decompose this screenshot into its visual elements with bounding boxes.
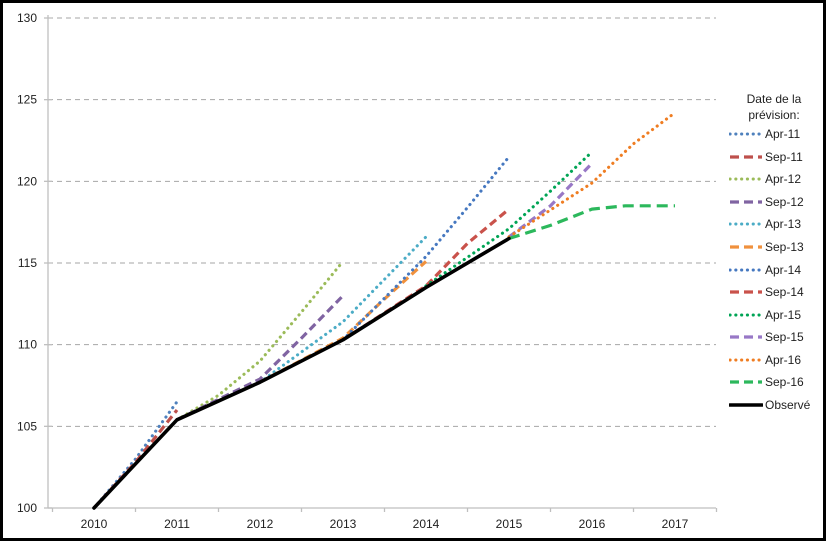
legend-title-line2: prévision:: [748, 108, 800, 122]
legend-label-apr-14: Apr-14: [765, 262, 802, 277]
x-tick-label-2015: 2015: [496, 517, 523, 531]
legend-item-apr-11: Apr-11: [729, 123, 823, 146]
y-tick-label-125: 125: [17, 93, 37, 107]
legend-swatch-apr-15: [729, 313, 763, 317]
legend-swatch-sep-16: [730, 380, 762, 384]
legend-label-sep-13: Sep-13: [765, 240, 804, 254]
y-tick-label-110: 110: [18, 338, 37, 352]
legend-label-sep-12: Sep-12: [765, 194, 804, 209]
legend-swatch-apr-11: [729, 132, 763, 136]
series-line-sep-11: [92, 409, 179, 510]
legend-swatch-sep-11: [730, 155, 762, 159]
legend-item-sep-12: Sep-12: [729, 191, 823, 214]
legend: Date de la prévision: Apr-11 Sep-11 Apr-12…: [729, 91, 823, 417]
series-line-sep-16: [508, 204, 675, 241]
legend-label-sep-16: Sep-16: [765, 375, 804, 390]
legend-item-sep-15: Sep-15: [729, 326, 823, 349]
y-tick-label-100: 100: [17, 501, 37, 515]
legend-label-observ-: Observé: [765, 397, 811, 412]
legend-item-sep-14: Sep-14: [729, 281, 823, 304]
y-tick-label-115: 115: [18, 256, 37, 270]
series-line-sep-14: [342, 207, 511, 342]
x-tick-label-2010: 2010: [81, 517, 108, 531]
series-line-apr-16: [507, 111, 677, 239]
legend-item-observ-: Observé: [729, 394, 823, 417]
x-tick-label-2012: 2012: [247, 517, 274, 531]
legend-title-line1: Date de la: [746, 92, 802, 106]
series-line-apr-15: [424, 150, 594, 288]
legend-swatch-sep-13: [730, 245, 762, 249]
legend-label-apr-15: Apr-15: [765, 307, 802, 322]
legend-label-sep-14: Sep-14: [765, 285, 804, 300]
legend-label-apr-12: Apr-12: [765, 172, 802, 187]
legend-item-sep-13: Sep-13: [729, 236, 823, 259]
series-line-apr-12: [175, 259, 345, 422]
y-tick-label-120: 120: [17, 174, 37, 188]
legend-label-apr-13: Apr-13: [765, 217, 802, 232]
chart-plot-area: 100 105 110 115 120 125 130 2010 2011 2012 2013 201…: [17, 11, 718, 531]
legend-label-apr-16: Apr-16: [765, 352, 802, 367]
legend-item-apr-12: Apr-12: [729, 168, 823, 191]
legend-swatch-apr-16: [729, 358, 763, 362]
series-line-sep-13: [259, 260, 428, 384]
legend-label-sep-11: Sep-11: [765, 149, 803, 164]
legend-swatch-apr-13: [729, 222, 763, 227]
x-tick-label-2013: 2013: [330, 517, 357, 531]
legend-label-apr-11: Apr-11: [765, 127, 801, 142]
series-line-observ-: [92, 236, 511, 510]
series-line-apr-13: [258, 235, 428, 384]
legend-item-sep-16: Sep-16: [729, 371, 823, 394]
legend-label-sep-15: Sep-15: [765, 330, 804, 345]
legend-item-apr-13: Apr-13: [729, 213, 823, 236]
series-line-apr-14: [341, 155, 511, 342]
x-tick-label-2014: 2014: [413, 517, 440, 531]
legend-item-list: Apr-11 Sep-11 Apr-12 Sep-12 Apr-13 Sep-13 Apr-…: [729, 123, 823, 417]
legend-swatch-apr-14: [729, 267, 763, 272]
legend-item-apr-16: Apr-16: [729, 348, 823, 371]
x-tick-label-2016: 2016: [579, 517, 606, 531]
series-line-apr-11: [92, 400, 179, 510]
legend-item-sep-11: Sep-11: [729, 146, 823, 169]
legend-swatch-observ-: [729, 403, 763, 407]
legend-swatch-sep-12: [730, 200, 762, 204]
legend-swatch-sep-15: [730, 335, 762, 339]
legend-swatch-apr-12: [729, 177, 763, 181]
series-line-sep-12: [176, 294, 345, 422]
legend-item-apr-15: Apr-15: [729, 303, 823, 326]
legend-item-apr-14: Apr-14: [729, 258, 823, 281]
legend-swatch-sep-14: [730, 290, 762, 294]
x-tick-label-2011: 2011: [164, 517, 190, 531]
x-tick-label-2017: 2017: [662, 517, 689, 531]
y-tick-label-130: 130: [17, 11, 37, 25]
y-tick-label-105: 105: [17, 419, 37, 433]
